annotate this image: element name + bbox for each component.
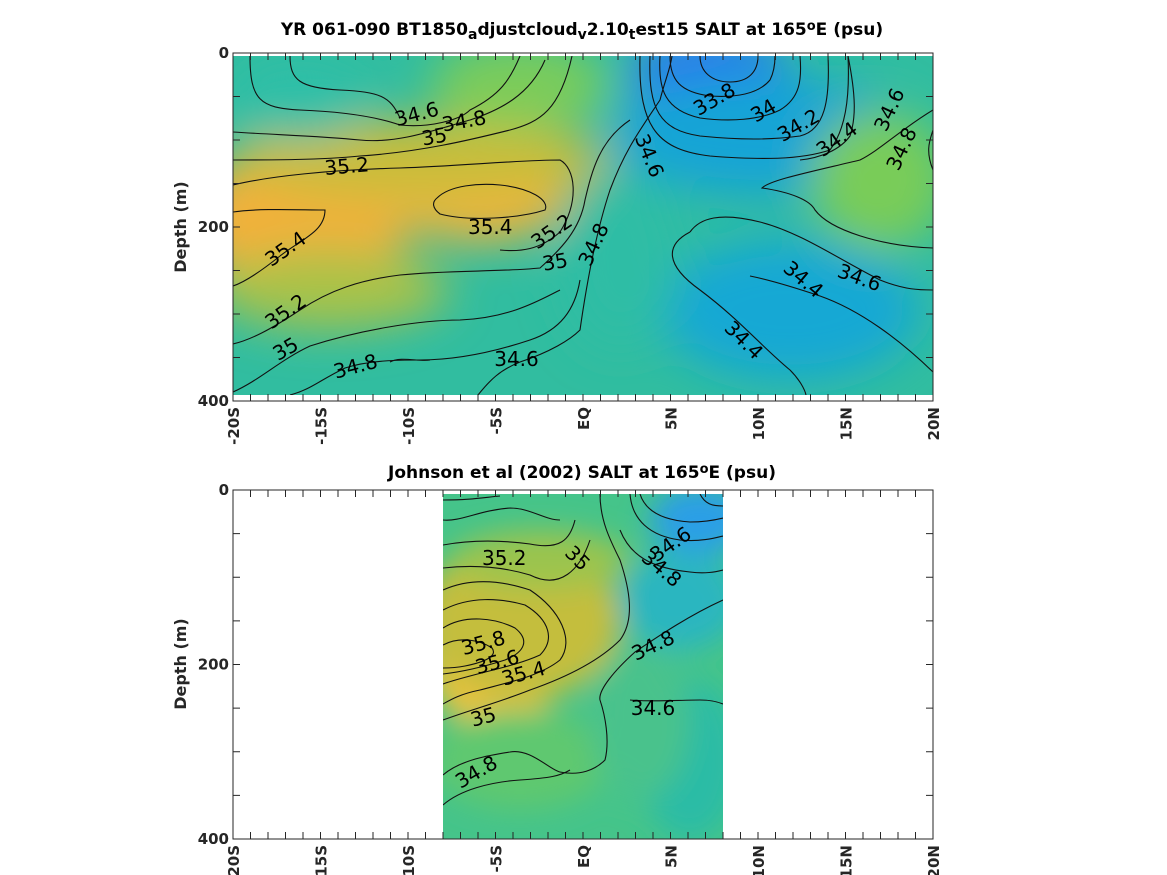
bottom-y-tick-label: 200 [198,656,229,674]
top-x-tick-label: 20N [925,407,943,440]
top-heatmap-field [233,56,933,395]
top-panel-title: YR 061-090 BT1850adjustcloudv2.10test15 … [280,19,883,43]
bottom-title-part: Johnson et al (2002) SALT at 165 [387,463,700,483]
top-title-part: est15 SALT at 165 [635,20,806,40]
top-y-tick-label: 400 [198,392,229,410]
top-contour-label: 35 [420,122,449,150]
bottom-panel-title: Johnson et al (2002) SALT at 165oE (psu) [387,462,776,483]
top-title-part: t [629,27,636,43]
bottom-axis-ticks: -20S -15S -10S -5S EQ 5N 10N 15N 20N 0 200 400 [198,481,943,875]
bottom-y-tick-label: 0 [219,481,229,499]
top-contour-label: 35 [540,248,569,276]
bottom-x-tick-label: -5S [488,845,506,872]
bottom-x-tick-label: EQ [575,845,593,868]
top-axis-ticks: -20S -15S -10S -5S EQ 5N 10N 15N 20N 0 200 400 [198,44,943,445]
top-title-part: YR 061-090 BT1850 [280,20,468,40]
top-title-part: a [468,27,477,43]
top-title-part: djustcloud [477,20,577,40]
top-x-tick-label: 5N [663,407,681,430]
bottom-contour-label: 35.2 [482,546,527,570]
top-contour-label: 34.6 [494,347,539,371]
bottom-title-part: o [700,462,709,477]
bottom-y-axis-label: Depth (m) [171,618,190,710]
top-title-part: E (psu) [816,20,883,40]
top-y-axis-label: Depth (m) [171,181,190,273]
top-title-part: 2.10 [587,20,629,40]
bottom-heatmap-field [443,494,723,839]
top-x-tick-label: -15S [313,407,331,445]
top-x-tick-label: EQ [575,407,593,430]
top-x-tick-label: 15N [838,407,856,440]
bottom-y-tick-label: 400 [198,830,229,848]
top-title-part: v [578,27,587,43]
bottom-x-tick-label: 10N [750,845,768,875]
top-x-tick-label: -5S [488,407,506,434]
bottom-x-tick-label: 5N [663,845,681,868]
bottom-x-tick-label: -15S [313,845,331,875]
top-y-tick-label: 0 [219,44,229,62]
top-y-tick-label: 200 [198,218,229,236]
top-contours [233,56,933,395]
bottom-contours [443,494,723,806]
top-x-tick-label: -10S [400,407,418,445]
bottom-x-tick-label: 20N [925,845,943,875]
bottom-contour-label: 34.6 [631,696,676,720]
top-contour-label: 35.2 [324,152,370,180]
bottom-x-tick-label: -20S [225,845,243,875]
top-x-tick-label: -20S [225,407,243,445]
bottom-title-part: E (psu) [709,463,776,483]
bottom-x-tick-label: -10S [400,845,418,875]
top-title-part: o [807,19,816,34]
top-panel: YR 061-090 BT1850adjustcloudv2.10test15 … [171,19,943,445]
top-x-tick-label: 10N [750,407,768,440]
top-contour-label: 35.4 [468,215,513,239]
bottom-panel: Johnson et al (2002) SALT at 165oE (psu) [171,462,943,875]
bottom-x-tick-label: 15N [838,845,856,875]
